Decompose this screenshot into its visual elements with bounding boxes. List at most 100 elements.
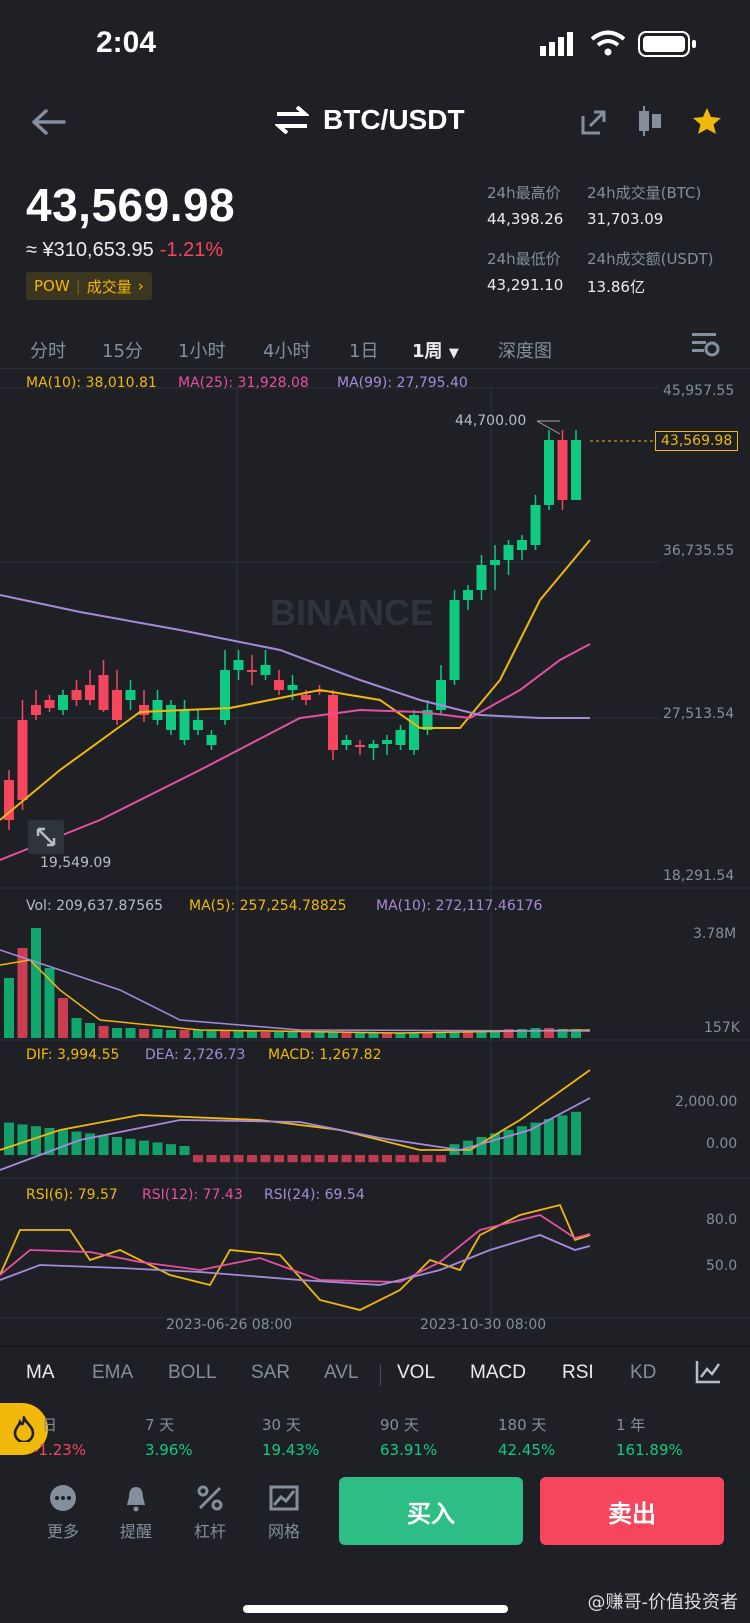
volume-bar [341, 1032, 352, 1038]
macd-y-1: 2,000.00 [675, 1094, 738, 1110]
volume-bar [31, 928, 41, 1038]
tab-4h[interactable]: 4小时 [263, 341, 311, 362]
y-label-3: 27,513.54 [663, 706, 735, 722]
perf-label-1y: 1 年 [616, 1416, 646, 1434]
share-icon[interactable] [580, 108, 608, 136]
grid-chart-icon [269, 1485, 299, 1511]
vol-y-max: 3.78M [693, 926, 737, 942]
volume-bar [422, 1033, 433, 1038]
status-bar: 2:04 [0, 0, 750, 90]
ind-avl[interactable]: AVL [324, 1362, 359, 1383]
bell-icon [127, 1487, 145, 1512]
status-time: 2:04 [96, 26, 157, 59]
more-button[interactable]: 更多 [33, 1484, 93, 1542]
leverage-button[interactable]: 杠杆 [180, 1484, 240, 1542]
tab-15m[interactable]: 15分 [102, 341, 143, 362]
volume-bar [328, 1032, 338, 1038]
timeframe-tabs: 分时 15分 1小时 4小时 1日 1周 ▼ 深度图 [0, 330, 750, 370]
candle-body [44, 700, 55, 708]
pair-title[interactable]: BTC/USDT [275, 104, 465, 136]
footer-watermark: @赚哥-价值投资者 [587, 1592, 739, 1613]
ind-rsi[interactable]: RSI [562, 1362, 594, 1383]
volume-bar [395, 1033, 406, 1038]
swap-icon [275, 106, 309, 134]
perf-label-1d: 日 [42, 1416, 58, 1434]
volume-bar [44, 968, 55, 1038]
macd-bar [112, 1137, 122, 1155]
ind-ma[interactable]: MA [26, 1362, 55, 1383]
ind-macd[interactable]: MACD [470, 1362, 526, 1383]
ind-ema[interactable]: EMA [92, 1362, 134, 1383]
candle-body [233, 660, 244, 670]
chart-settings-icon[interactable] [690, 330, 720, 358]
vol-btc-value: 31,703.09 [587, 210, 664, 228]
perf-value-7d: 3.96% [145, 1441, 193, 1459]
macd-bar [71, 1131, 82, 1155]
vol-label: Vol: 209,637.87565 [26, 898, 163, 914]
ind-sar[interactable]: SAR [251, 1362, 291, 1383]
candle-body [112, 690, 122, 720]
macd-bar [328, 1155, 338, 1163]
tab-fenshi[interactable]: 分时 [30, 341, 66, 362]
volume-bar [71, 1018, 82, 1038]
macd-bar [152, 1142, 163, 1155]
fab-flame-button[interactable] [0, 1403, 48, 1455]
tab-depth[interactable]: 深度图 [498, 341, 552, 362]
divider [0, 368, 750, 369]
favorite-star-icon[interactable] [692, 106, 722, 136]
battery-icon [638, 31, 696, 57]
indicator-settings-icon[interactable] [694, 1359, 722, 1385]
rsi6-line [0, 1203, 591, 1311]
more-label: 更多 [46, 1522, 79, 1541]
volume-bar [220, 1031, 230, 1038]
ind-vol[interactable]: VOL [397, 1362, 436, 1383]
tab-1w[interactable]: 1周 ▼ [412, 337, 459, 363]
macd-bar [247, 1155, 257, 1163]
rsi24-label: RSI(24): 69.54 [264, 1187, 365, 1203]
kline-chart[interactable]: BINANCE [0, 362, 750, 1322]
candle-body [544, 440, 554, 505]
sell-button[interactable]: 卖出 [540, 1477, 724, 1545]
x-label-2: 2023-10-30 08:00 [420, 1317, 547, 1333]
expand-chart-icon[interactable] [28, 820, 64, 854]
buy-button[interactable]: 买入 [339, 1477, 523, 1545]
back-arrow-icon[interactable] [30, 108, 66, 136]
pow-tag[interactable]: POW | 成交量 › [26, 272, 152, 300]
macd-bar [422, 1155, 433, 1163]
candle-toggle-icon[interactable] [636, 104, 664, 138]
macd-bar [517, 1126, 527, 1155]
macd-bar [341, 1155, 352, 1163]
ind-boll[interactable]: BOLL [168, 1362, 217, 1383]
y-label-1: 45,957.55 [663, 383, 735, 399]
volume-bar [436, 1033, 446, 1038]
macd-bar [139, 1140, 149, 1155]
candle-body [436, 680, 446, 710]
price-change: -1.21% [159, 239, 224, 261]
volume-bar [530, 1028, 541, 1038]
home-indicator [243, 1605, 508, 1613]
candle-body [139, 705, 149, 715]
perf-value-90d: 63.91% [380, 1441, 438, 1459]
dea-line [0, 1097, 591, 1171]
divider [0, 1345, 750, 1347]
alert-button[interactable]: 提醒 [106, 1484, 166, 1542]
macd-bar [17, 1124, 28, 1155]
macd-bar [476, 1137, 487, 1155]
candle-body [341, 740, 352, 745]
macd-bar [31, 1126, 41, 1155]
signal-icon [540, 32, 573, 56]
high-marker-leader [536, 420, 561, 435]
grid-label: 网格 [267, 1522, 300, 1541]
tab-1h[interactable]: 1小时 [178, 341, 226, 362]
macd-bar [179, 1146, 190, 1155]
volume-bar [152, 1029, 163, 1038]
volume-bar [85, 1023, 95, 1038]
volume-bar [206, 1031, 217, 1038]
macd-bar [503, 1129, 514, 1155]
volume-tag-label: 成交量 [86, 277, 132, 296]
tab-1d[interactable]: 1日 [349, 341, 379, 362]
ind-kd[interactable]: KD [630, 1362, 657, 1383]
alert-label: 提醒 [119, 1522, 152, 1541]
wifi-icon [590, 30, 626, 56]
grid-button[interactable]: 网格 [254, 1484, 314, 1542]
